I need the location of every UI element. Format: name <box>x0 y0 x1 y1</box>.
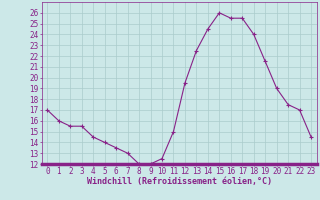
X-axis label: Windchill (Refroidissement éolien,°C): Windchill (Refroidissement éolien,°C) <box>87 177 272 186</box>
